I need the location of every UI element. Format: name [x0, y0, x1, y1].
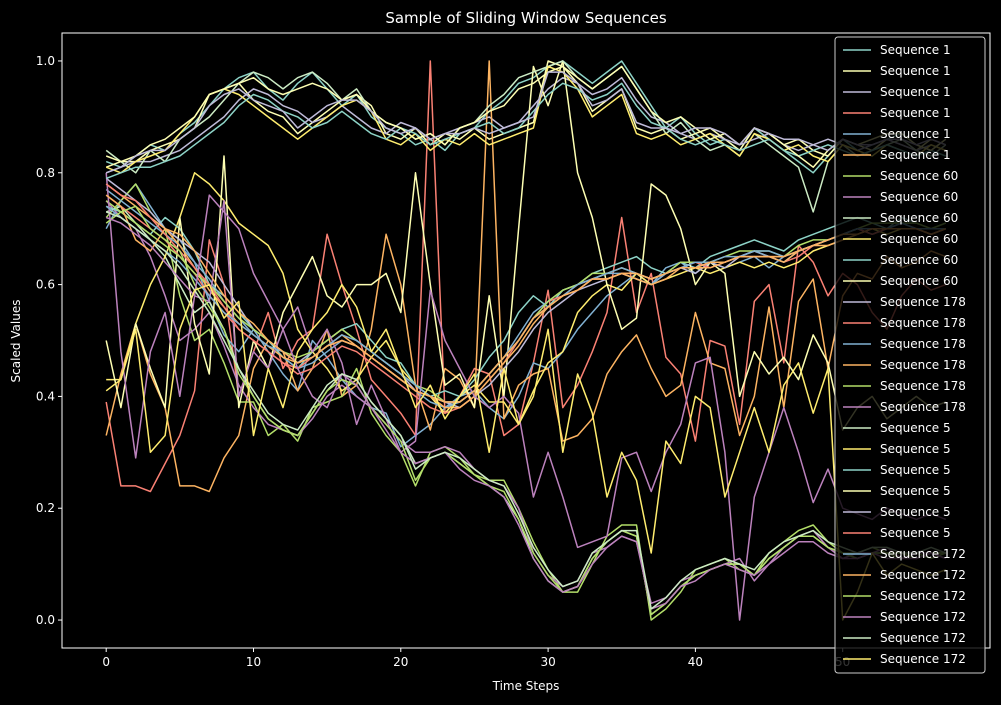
y-tick-label: 0.2: [36, 501, 55, 515]
series-lines: [105, 60, 947, 621]
legend-label-28: Sequence 172: [880, 631, 966, 645]
chart-title: Sample of Sliding Window Sequences: [385, 9, 666, 27]
legend-label-9: Sequence 60: [880, 232, 958, 246]
legend: Sequence 1 Sequence 1 Sequence 1 Sequence 1…: [834, 36, 986, 674]
legend-label-4: Sequence 1: [880, 127, 951, 141]
legend-label-20: Sequence 5: [880, 463, 951, 477]
legend-label-23: Sequence 5: [880, 526, 951, 540]
series-line-27: [105, 194, 947, 610]
legend-label-18: Sequence 5: [880, 421, 951, 435]
y-tick-label: 1.0: [36, 54, 55, 68]
legend-box: [834, 36, 986, 674]
series-line-21: [105, 65, 947, 168]
legend-label-8: Sequence 60: [880, 211, 958, 225]
series-line-1: [105, 60, 947, 168]
legend-label-21: Sequence 5: [880, 484, 951, 498]
plot-frame: [61, 32, 991, 649]
legend-label-25: Sequence 172: [880, 568, 966, 582]
x-tick-label: 10: [246, 655, 261, 669]
legend-label-27: Sequence 172: [880, 610, 966, 624]
series-line-9: [106, 172, 947, 426]
y-tick-label: 0.4: [36, 389, 55, 403]
legend-label-13: Sequence 178: [880, 316, 966, 330]
x-tick-label: 30: [540, 655, 555, 669]
legend-label-15: Sequence 178: [880, 358, 966, 372]
legend-label-5: Sequence 1: [880, 148, 951, 162]
legend-label-6: Sequence 60: [880, 169, 958, 183]
legend-label-0: Sequence 1: [880, 43, 951, 57]
y-tick-label: 0.0: [36, 613, 55, 627]
series-line-22: [105, 71, 947, 174]
legend-label-12: Sequence 178: [880, 295, 966, 309]
legend-label-3: Sequence 1: [880, 106, 951, 120]
legend-label-11: Sequence 60: [880, 274, 958, 288]
legend-label-19: Sequence 5: [880, 442, 951, 456]
series-line-10: [105, 205, 947, 398]
series-line-18: [105, 60, 947, 213]
legend-label-16: Sequence 178: [880, 379, 966, 393]
y-axis: 0.0 0.2 0.4 0.6 0.8 1.0: [36, 54, 62, 627]
legend-label-24: Sequence 172: [880, 547, 966, 561]
series-line-29: [105, 283, 947, 621]
legend-label-2: Sequence 1: [880, 85, 951, 99]
legend-label-22: Sequence 5: [880, 505, 951, 519]
x-tick-label: 20: [393, 655, 408, 669]
legend-label-10: Sequence 60: [880, 253, 958, 267]
legend-label-26: Sequence 172: [880, 589, 966, 603]
series-line-6: [105, 183, 947, 621]
y-tick-label: 0.6: [36, 278, 55, 292]
series-line-0: [105, 60, 947, 174]
series-line-26: [105, 205, 946, 616]
series-line-28: [105, 211, 947, 610]
x-tick-label: 40: [688, 655, 703, 669]
y-tick-label: 0.8: [36, 166, 55, 180]
legend-label-14: Sequence 178: [880, 337, 966, 351]
x-axis-label: Time Steps: [492, 679, 560, 693]
legend-label-29: Sequence 172: [880, 652, 966, 666]
x-tick-label: 0: [102, 655, 110, 669]
series-line-25: [105, 194, 947, 403]
y-axis-label: Scaled Values: [9, 300, 23, 383]
legend-label-7: Sequence 60: [880, 190, 958, 204]
legend-label-1: Sequence 1: [880, 64, 951, 78]
legend-label-17: Sequence 178: [880, 400, 966, 414]
